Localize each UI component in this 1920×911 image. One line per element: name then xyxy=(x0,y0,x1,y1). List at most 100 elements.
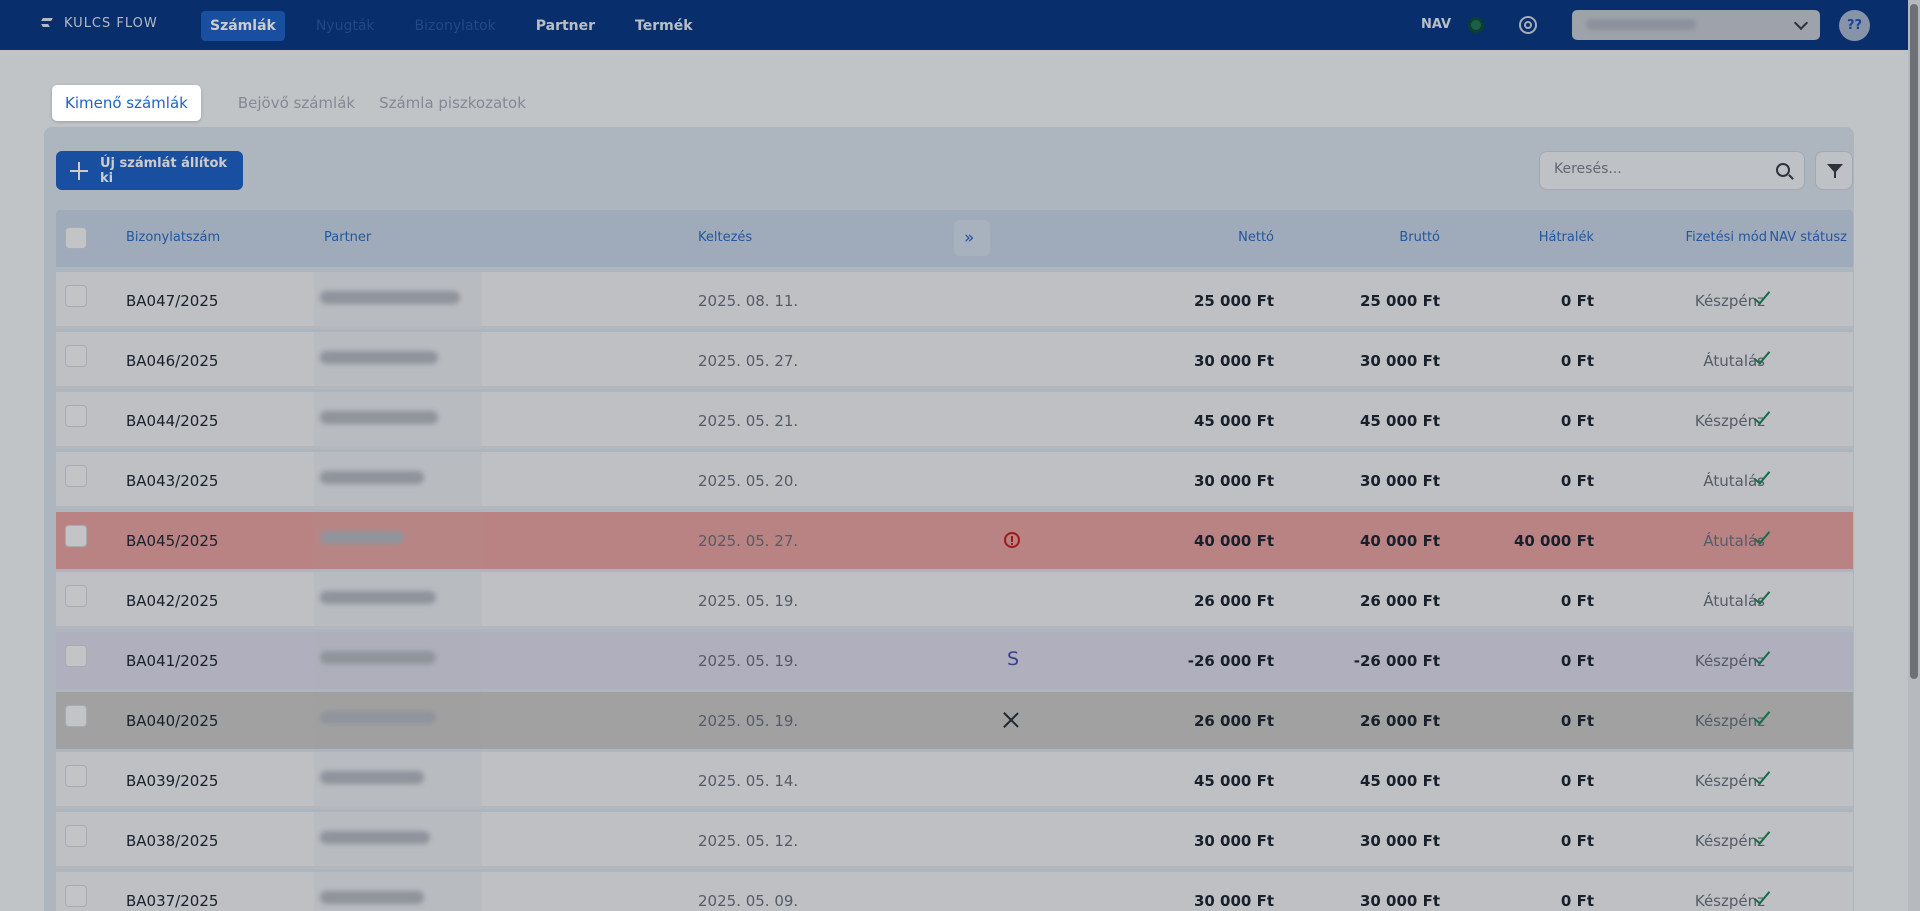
table-row[interactable]: BA042/2025 2025. 05. 19. 26 000 Ft 26 000 F… xyxy=(56,572,1853,629)
row-checkbox[interactable] xyxy=(65,465,87,487)
invoice-number[interactable]: BA038/2025 xyxy=(126,832,219,850)
tab-szamla-piszkozatok[interactable]: Számla piszkozatok xyxy=(379,94,526,112)
column-header-arrears[interactable]: Hátralék xyxy=(1538,230,1594,245)
blurred-text xyxy=(320,291,460,304)
focused-tab-highlight: Kimenő számlák xyxy=(52,85,238,121)
arrears-amount: 0 Ft xyxy=(1560,892,1594,910)
filter-button[interactable] xyxy=(1815,151,1853,190)
search-input[interactable] xyxy=(1554,161,1754,177)
partner-name-redacted xyxy=(314,452,482,509)
nav-status-check-icon xyxy=(1753,407,1771,425)
table-row[interactable]: BA047/2025 2025. 08. 11. 25 000 Ft 25 000 F… xyxy=(56,272,1853,329)
table-row[interactable]: BA037/2025 2025. 05. 09. 30 000 Ft 30 000 F… xyxy=(56,872,1853,911)
gear-icon[interactable] xyxy=(1519,16,1537,34)
nav-status-check-icon xyxy=(1753,467,1771,485)
new-invoice-label: Új számlát állítok ki xyxy=(100,155,228,186)
arrears-amount: 0 Ft xyxy=(1560,472,1594,490)
invoice-number[interactable]: BA044/2025 xyxy=(126,412,219,430)
table-row[interactable]: BA046/2025 2025. 05. 27. 30 000 Ft 30 000 F… xyxy=(56,332,1853,389)
row-checkbox[interactable] xyxy=(65,285,87,307)
tab-bejovo-szamlak[interactable]: Bejövő számlák xyxy=(237,94,356,112)
table-row[interactable]: BA043/2025 2025. 05. 20. 30 000 Ft 30 000 F… xyxy=(56,452,1853,509)
tab-kimeno-szamlak-focused[interactable]: Kimenő számlák xyxy=(52,85,201,121)
payment-method: Készpénz xyxy=(1694,772,1765,790)
table-row[interactable]: BA044/2025 2025. 05. 21. 45 000 Ft 45 000 F… xyxy=(56,392,1853,449)
table-row[interactable]: BA041/2025 2025. 05. 19. -26 000 Ft -26 000… xyxy=(56,632,1853,689)
blurred-text xyxy=(320,411,438,424)
partner-name-redacted xyxy=(314,872,482,911)
plus-icon xyxy=(70,162,88,180)
invoice-number[interactable]: BA042/2025 xyxy=(126,592,219,610)
net-amount: 30 000 Ft xyxy=(1193,352,1274,370)
column-header-partner[interactable]: Partner xyxy=(324,230,372,245)
search-icon[interactable] xyxy=(1776,163,1790,177)
row-checkbox[interactable] xyxy=(65,765,87,787)
nav-item-termek[interactable]: Termék xyxy=(635,18,693,34)
gross-amount: 30 000 Ft xyxy=(1359,832,1440,850)
scrollbar-thumb[interactable] xyxy=(1910,4,1918,679)
page-scrollbar[interactable] xyxy=(1908,0,1920,911)
table-row[interactable]: BA040/2025 2025. 05. 19. 26 000 Ft 26 000 F… xyxy=(56,692,1853,749)
expand-columns-button[interactable]: » xyxy=(954,220,990,256)
row-checkbox[interactable] xyxy=(65,645,87,667)
column-header-payment[interactable]: Fizetési mód xyxy=(1685,230,1767,245)
select-all-checkbox[interactable] xyxy=(65,227,87,249)
nav-status-label: NAV xyxy=(1421,17,1452,32)
payment-method: Átutalás xyxy=(1703,592,1765,610)
column-header-date[interactable]: Keltezés xyxy=(698,230,753,245)
invoice-number[interactable]: BA040/2025 xyxy=(126,712,219,730)
invoice-number[interactable]: BA043/2025 xyxy=(126,472,219,490)
new-invoice-button[interactable]: Új számlát állítok ki xyxy=(56,151,243,190)
invoice-number[interactable]: BA037/2025 xyxy=(126,892,219,910)
table-row[interactable]: BA045/2025 2025. 05. 27. 40 000 Ft 40 000 F… xyxy=(56,512,1853,569)
column-header-gross[interactable]: Bruttó xyxy=(1399,230,1440,245)
net-amount: 30 000 Ft xyxy=(1193,832,1274,850)
table-row[interactable]: BA038/2025 2025. 05. 12. 30 000 Ft 30 000 F… xyxy=(56,812,1853,869)
invoice-number[interactable]: BA041/2025 xyxy=(126,652,219,670)
nav-item-bizonylatok[interactable]: Bizonylatok xyxy=(414,18,496,34)
net-amount: 25 000 Ft xyxy=(1193,292,1274,310)
partner-name-redacted xyxy=(314,392,482,449)
payment-method: Készpénz xyxy=(1694,832,1765,850)
column-header-nav-status[interactable]: NAV státusz xyxy=(1769,230,1847,245)
net-amount: 26 000 Ft xyxy=(1193,592,1274,610)
nav-status-check-icon xyxy=(1753,707,1771,725)
nav-item-partner[interactable]: Partner xyxy=(535,18,596,34)
payment-method: Átutalás xyxy=(1703,532,1765,550)
row-checkbox[interactable] xyxy=(65,585,87,607)
partner-name-redacted xyxy=(314,572,482,629)
nav-item-szamlak[interactable]: Számlák xyxy=(201,11,285,41)
invoice-date: 2025. 05. 19. xyxy=(698,592,799,610)
row-checkbox[interactable] xyxy=(65,405,87,427)
invoice-date: 2025. 05. 12. xyxy=(698,832,799,850)
net-amount: -26 000 Ft xyxy=(1187,652,1274,670)
row-checkbox[interactable] xyxy=(65,825,87,847)
row-checkbox[interactable] xyxy=(65,885,87,907)
logo-icon xyxy=(42,18,58,30)
nav-item-nyugtak[interactable]: Nyugták xyxy=(315,18,375,34)
invoice-number[interactable]: BA047/2025 xyxy=(126,292,219,310)
kulcs-flow-logo[interactable]: KULCS FLOW xyxy=(42,16,158,31)
payment-method: Átutalás xyxy=(1703,472,1765,490)
invoice-number[interactable]: BA045/2025 xyxy=(126,532,219,550)
row-checkbox[interactable] xyxy=(65,525,87,547)
row-checkbox[interactable] xyxy=(65,705,87,727)
arrears-amount: 0 Ft xyxy=(1560,772,1594,790)
invoice-date: 2025. 05. 21. xyxy=(698,412,799,430)
invoice-number[interactable]: BA039/2025 xyxy=(126,772,219,790)
invoice-number[interactable]: BA046/2025 xyxy=(126,352,219,370)
logo-text: KULCS FLOW xyxy=(64,16,158,31)
nav-status-check-icon xyxy=(1753,647,1771,665)
help-button[interactable]: ?? xyxy=(1839,10,1870,41)
nav-connection-status-icon[interactable] xyxy=(1468,17,1484,33)
nav-status-check-icon xyxy=(1753,347,1771,365)
column-header-number[interactable]: Bizonylatszám xyxy=(126,230,221,245)
blurred-text xyxy=(320,771,424,784)
column-header-net[interactable]: Nettó xyxy=(1238,230,1274,245)
arrears-amount: 0 Ft xyxy=(1560,592,1594,610)
company-select[interactable] xyxy=(1572,10,1820,40)
blurred-text xyxy=(320,351,438,364)
nav-status-check-icon xyxy=(1753,287,1771,305)
table-row[interactable]: BA039/2025 2025. 05. 14. 45 000 Ft 45 000 F… xyxy=(56,752,1853,809)
row-checkbox[interactable] xyxy=(65,345,87,367)
